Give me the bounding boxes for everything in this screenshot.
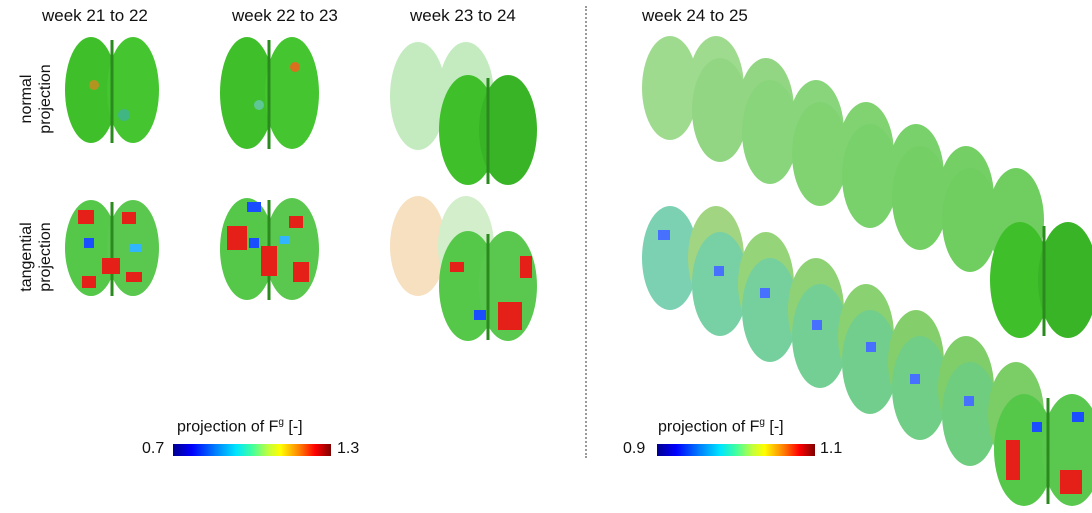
brain-normal-week-21-22: [65, 37, 159, 143]
tangential-sequence-front: [994, 394, 1092, 506]
column-title-week-21-22: week 21 to 22: [42, 6, 148, 25]
colorbar-min-right: 0.9: [623, 440, 646, 457]
brain-tangential-week-21-22: [65, 200, 159, 296]
colorbar-title-unit: [-]: [283, 418, 303, 436]
colorbar-title-right: projection of Fg [-]: [658, 417, 784, 436]
colorbar-max-right: 1.1: [820, 440, 843, 457]
row-label-line: projection: [37, 222, 54, 292]
brain-sequence-week-24-25: [642, 36, 1092, 506]
brain-normal-week-23-24: [390, 42, 537, 185]
colorbar-max-left: 1.3: [337, 440, 360, 457]
row-label-line: normal: [18, 74, 35, 124]
normal-sequence-front: [990, 222, 1092, 338]
tangential-sequence: [642, 206, 1044, 466]
colorbar-right: [657, 444, 815, 456]
column-title-week-22-23: week 22 to 23: [232, 6, 338, 25]
column-title-week-24-25: week 24 to 25: [642, 6, 748, 25]
colorbar-left: [173, 444, 331, 456]
column-title-week-23-24: week 23 to 24: [410, 6, 516, 25]
panel-divider: [585, 6, 587, 458]
colorbar-title-text: projection of F: [177, 418, 279, 436]
colorbar-title-left: projection of Fg [-]: [177, 417, 303, 436]
brain-tangential-week-22-23: [220, 198, 319, 300]
colorbar-title-unit: [-]: [764, 418, 784, 436]
row-label-line: tangential: [18, 222, 35, 292]
brain-normal-week-22-23: [220, 37, 319, 149]
colorbar-min-left: 0.7: [142, 440, 165, 457]
colorbar-title-superscript: g: [278, 417, 284, 428]
row-label-line: projection: [37, 64, 54, 134]
colorbar-title-superscript: g: [759, 417, 765, 428]
colorbar-title-text: projection of F: [658, 418, 760, 436]
normal-sequence: [642, 36, 1044, 272]
row-label-normal-projection: normal projection: [17, 39, 55, 159]
brain-tangential-week-23-24: [390, 196, 537, 341]
row-label-tangential-projection: tangential projection: [17, 197, 55, 317]
